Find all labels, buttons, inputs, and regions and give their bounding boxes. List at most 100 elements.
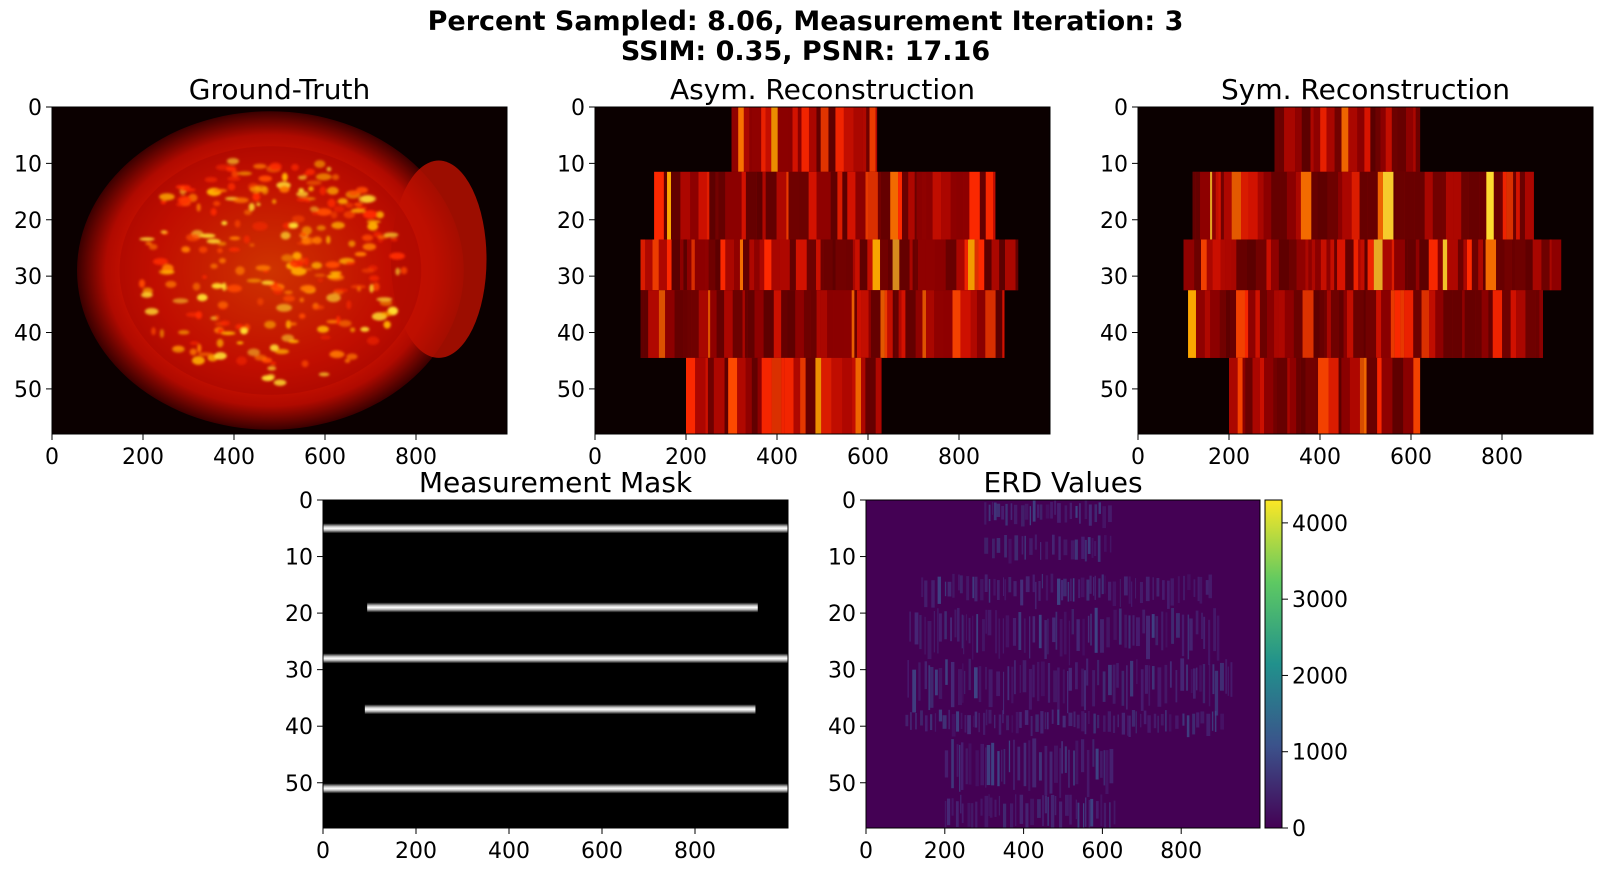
axes-frame bbox=[322, 499, 789, 829]
y-tick-label: 10 bbox=[14, 152, 42, 177]
y-tick-label: 40 bbox=[828, 715, 856, 740]
axes-frame bbox=[51, 106, 508, 435]
mask-line-3 bbox=[323, 653, 788, 664]
x-tick-label: 0 bbox=[45, 445, 59, 470]
figure-title-line2: SSIM: 0.35, PSNR: 17.16 bbox=[620, 36, 991, 67]
y-tick-label: 30 bbox=[14, 265, 42, 290]
y-tick-label: 40 bbox=[557, 322, 585, 347]
x-tick-label: 400 bbox=[1299, 445, 1341, 470]
plot-area bbox=[52, 107, 507, 434]
x-tick-label: 600 bbox=[581, 839, 623, 864]
chart-panel-1: Ground-Truth 0 200 400 600 800 0 10 20 30 40 50 bbox=[14, 73, 508, 470]
x-tick-label: 400 bbox=[1003, 839, 1045, 864]
axes-frame bbox=[594, 106, 1051, 435]
y-tick-label: 40 bbox=[14, 322, 42, 347]
x-tick-label: 400 bbox=[213, 445, 255, 470]
mask-line-4 bbox=[364, 704, 756, 715]
x-tick-label: 800 bbox=[674, 839, 716, 864]
plot-area bbox=[595, 107, 1050, 434]
y-tick-label: 0 bbox=[571, 96, 585, 121]
panel-title: ERD Values bbox=[983, 466, 1142, 499]
mask-line-5 bbox=[323, 783, 788, 794]
panel-title: Sym. Reconstruction bbox=[1221, 73, 1510, 106]
y-tick-label: 50 bbox=[285, 772, 313, 797]
reconstruction-band-3 bbox=[1183, 239, 1562, 291]
y-tick-label: 30 bbox=[1100, 265, 1128, 290]
cell-lobe bbox=[390, 160, 487, 358]
reconstruction-band-4 bbox=[640, 290, 1005, 358]
reconstruction-band-4 bbox=[1188, 290, 1543, 358]
x-tick-label: 0 bbox=[588, 445, 602, 470]
colorbar: 0 1000 2000 3000 4000 bbox=[1264, 499, 1348, 842]
x-tick-label: 0 bbox=[1131, 445, 1145, 470]
colorbar-tick-label: 2000 bbox=[1292, 664, 1348, 689]
reconstruction-band-3 bbox=[640, 239, 1019, 291]
panel-title: Ground-Truth bbox=[189, 73, 371, 106]
y-tick-label: 0 bbox=[28, 96, 42, 121]
y-tick-label: 10 bbox=[557, 152, 585, 177]
x-tick-label: 200 bbox=[924, 839, 966, 864]
x-tick-label: 600 bbox=[1081, 839, 1123, 864]
background bbox=[323, 500, 788, 828]
x-tick-label: 600 bbox=[1390, 445, 1432, 470]
reconstruction-band-5 bbox=[686, 357, 882, 434]
axes-frame bbox=[1137, 106, 1594, 435]
speckles bbox=[138, 157, 408, 386]
x-tick-label: 200 bbox=[122, 445, 164, 470]
mask-line-2 bbox=[367, 602, 758, 613]
axes-frame bbox=[865, 499, 1261, 829]
x-tick-label: 800 bbox=[1481, 445, 1523, 470]
mask-line-1 bbox=[323, 523, 788, 534]
x-tick-label: 600 bbox=[304, 445, 346, 470]
reconstruction-band-1 bbox=[1274, 107, 1421, 172]
background bbox=[866, 500, 1260, 828]
plot-area bbox=[866, 500, 1260, 828]
y-tick-label: 10 bbox=[1100, 152, 1128, 177]
y-tick-label: 0 bbox=[1114, 96, 1128, 121]
y-tick-label: 30 bbox=[828, 659, 856, 684]
panel-title: Measurement Mask bbox=[419, 466, 693, 499]
y-tick-label: 20 bbox=[828, 602, 856, 627]
y-tick-label: 20 bbox=[1100, 209, 1128, 234]
y-tick-label: 40 bbox=[285, 715, 313, 740]
y-tick-label: 20 bbox=[557, 209, 585, 234]
y-tick-label: 40 bbox=[1100, 322, 1128, 347]
plot-area bbox=[1138, 107, 1593, 434]
y-tick-label: 30 bbox=[557, 265, 585, 290]
colorbar-gradient bbox=[1264, 499, 1283, 829]
reconstruction-band-5 bbox=[1229, 357, 1421, 434]
cell-inner-ring bbox=[119, 146, 422, 395]
y-tick-label: 50 bbox=[1100, 378, 1128, 403]
x-tick-label: 200 bbox=[665, 445, 707, 470]
x-tick-label: 800 bbox=[395, 445, 437, 470]
chart-panel-4: Measurement Mask 0 200 400 600 800 0 10 20 30 40 50 bbox=[285, 466, 789, 864]
colorbar-tick-label: 4000 bbox=[1292, 512, 1348, 537]
reconstruction-band-2 bbox=[1192, 171, 1534, 240]
y-tick-label: 10 bbox=[285, 546, 313, 571]
x-tick-label: 600 bbox=[847, 445, 889, 470]
y-tick-label: 0 bbox=[842, 489, 856, 514]
x-tick-label: 400 bbox=[756, 445, 798, 470]
x-tick-label: 800 bbox=[1160, 839, 1202, 864]
y-tick-label: 50 bbox=[557, 378, 585, 403]
colorbar-tick-label: 1000 bbox=[1292, 741, 1348, 766]
y-tick-label: 30 bbox=[285, 659, 313, 684]
chart-panel-2: Asym. Reconstruction 0 200 400 600 800 0 10 20 30… bbox=[557, 73, 1051, 470]
reconstruction-band-1 bbox=[731, 107, 878, 172]
x-tick-label: 0 bbox=[316, 839, 330, 864]
colorbar-tick-label: 3000 bbox=[1292, 588, 1348, 613]
chart-panel-3: Sym. Reconstruction 0 200 400 600 800 0 10 20 30 4… bbox=[1100, 73, 1594, 470]
y-tick-label: 50 bbox=[14, 378, 42, 403]
panel-title: Asym. Reconstruction bbox=[670, 73, 975, 106]
erd-streaks bbox=[905, 500, 1233, 828]
x-tick-label: 800 bbox=[938, 445, 980, 470]
x-tick-label: 0 bbox=[859, 839, 873, 864]
colorbar-tick-label: 0 bbox=[1292, 817, 1306, 842]
y-tick-label: 10 bbox=[828, 546, 856, 571]
x-tick-label: 200 bbox=[1208, 445, 1250, 470]
y-tick-label: 0 bbox=[299, 489, 313, 514]
x-tick-label: 200 bbox=[395, 839, 437, 864]
y-tick-label: 50 bbox=[828, 772, 856, 797]
